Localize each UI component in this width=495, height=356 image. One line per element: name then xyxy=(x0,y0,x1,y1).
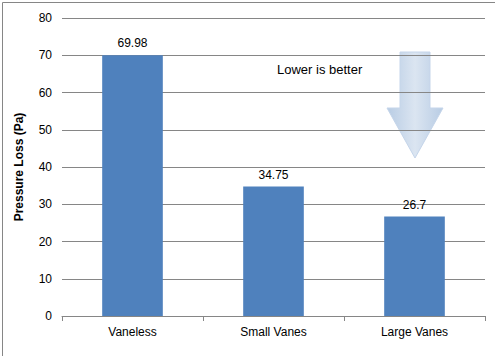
svg-text:80: 80 xyxy=(39,11,53,25)
svg-text:70: 70 xyxy=(39,48,53,62)
svg-text:Small Vanes: Small Vanes xyxy=(240,325,306,339)
svg-text:20: 20 xyxy=(39,235,53,249)
svg-text:Large Vanes: Large Vanes xyxy=(381,325,448,339)
svg-text:Lower is better: Lower is better xyxy=(277,62,363,77)
svg-text:60: 60 xyxy=(39,86,53,100)
svg-text:69.98: 69.98 xyxy=(117,36,147,50)
svg-text:50: 50 xyxy=(39,123,53,137)
svg-text:Pressure Loss (Pa): Pressure Loss (Pa) xyxy=(12,113,26,222)
svg-text:40: 40 xyxy=(39,160,53,174)
svg-text:0: 0 xyxy=(45,309,52,323)
svg-text:30: 30 xyxy=(39,197,53,211)
svg-text:Vaneless: Vaneless xyxy=(108,325,156,339)
svg-text:10: 10 xyxy=(39,272,53,286)
svg-text:26.7: 26.7 xyxy=(403,198,427,212)
svg-text:34.75: 34.75 xyxy=(258,168,288,182)
